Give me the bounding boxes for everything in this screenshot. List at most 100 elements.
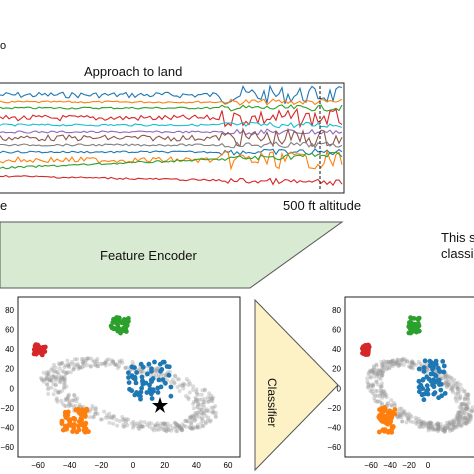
embedding-point — [426, 367, 431, 372]
embedding-class-point — [110, 325, 116, 331]
embedding-point — [168, 423, 173, 428]
embedding-point — [81, 359, 86, 364]
embedding-point — [114, 362, 118, 367]
embedding-point — [466, 401, 471, 406]
embedding-point — [462, 416, 467, 421]
embedding-point — [179, 427, 184, 431]
embedding-point — [73, 403, 78, 408]
embedding-point — [176, 424, 181, 429]
embedding-point — [411, 366, 415, 371]
embedding-point — [442, 426, 447, 431]
time-series-line — [0, 149, 343, 171]
embedding-point — [376, 399, 380, 404]
embedding-point — [68, 403, 73, 408]
embedding-point — [398, 412, 403, 417]
embedding-point — [57, 380, 62, 385]
embedding-point — [408, 364, 413, 369]
embedding-point — [464, 392, 468, 397]
embedding-point — [373, 388, 378, 393]
embedding-point — [191, 402, 196, 406]
embedding-point — [429, 425, 434, 430]
embedding-point — [427, 426, 432, 431]
embedding-point — [164, 425, 169, 430]
embedding-point — [385, 359, 390, 364]
embedding-point — [427, 420, 432, 425]
embedding-point — [194, 413, 199, 418]
embedding-point — [47, 378, 52, 383]
embedding-point — [189, 419, 194, 424]
embedding-class-point — [146, 361, 152, 367]
embedding-point — [75, 396, 80, 401]
embedding-point — [372, 367, 377, 372]
embedding-point — [62, 378, 67, 383]
embedding-point — [103, 415, 108, 420]
embedding-point — [388, 359, 393, 364]
embedding-point — [410, 363, 415, 368]
embedding-point — [464, 406, 469, 411]
embedding-point — [436, 427, 441, 432]
embedding-point — [62, 375, 67, 380]
embedding-point — [450, 422, 455, 427]
embedding-class-point — [438, 387, 444, 393]
embedding-point — [103, 360, 108, 365]
embedding-point — [183, 419, 188, 423]
embedding-class-point — [129, 364, 135, 370]
embedding-point — [375, 372, 380, 377]
embedding-point — [458, 382, 463, 387]
embedding-class-point — [149, 366, 154, 372]
embedding-point — [381, 388, 386, 393]
embedding-class-point — [67, 417, 73, 423]
embedding-point — [448, 428, 453, 433]
embedding-point — [124, 417, 129, 421]
embedding-point — [398, 358, 403, 362]
embedding-point — [385, 366, 390, 371]
embedding-point — [130, 425, 135, 430]
embedding-point — [399, 358, 404, 363]
time-series-line — [0, 121, 343, 129]
embedding-point — [409, 414, 414, 419]
embedding-point — [429, 421, 434, 426]
embedding-point — [172, 380, 177, 385]
embedding-point — [44, 376, 49, 381]
embedding-point — [389, 403, 393, 407]
embedding-point — [459, 386, 464, 391]
embedding-point — [410, 361, 415, 366]
embedding-point — [117, 360, 122, 365]
embedding-point — [49, 378, 54, 383]
embedding-point — [201, 411, 206, 416]
embedding-point — [162, 421, 167, 426]
embedding-point — [384, 393, 389, 397]
embedding-point — [457, 414, 462, 419]
embedding-point — [426, 424, 431, 429]
embedding-point — [195, 425, 200, 429]
embedding-point — [389, 360, 394, 364]
embedding-point — [459, 424, 464, 429]
embedding-point — [445, 382, 450, 387]
embedding-point — [457, 422, 461, 427]
embedding-class-point — [442, 391, 448, 396]
embedding-class-point — [440, 359, 446, 364]
embedding-point — [67, 365, 72, 369]
embedding-class-point — [441, 363, 447, 369]
embedding-point — [434, 422, 439, 427]
embedding-point — [381, 370, 386, 375]
embedding-point — [201, 402, 206, 407]
embedding-point — [186, 379, 191, 384]
embedding-point — [374, 371, 379, 375]
embedding-point — [173, 421, 178, 426]
embedding-point — [445, 374, 450, 379]
embedding-class-point — [413, 323, 419, 328]
embedding-point — [409, 365, 414, 370]
left-scatter-plot: 80 60 40 20 0 −20 −40 −60 −60 −40 −20 0 20 40 60 — [0, 296, 241, 470]
embedding-point — [177, 424, 182, 429]
embedding-point — [421, 419, 426, 424]
embedding-point — [211, 405, 216, 410]
embedding-point — [54, 396, 59, 401]
embedding-point — [113, 362, 118, 367]
embedding-point — [195, 425, 200, 430]
embedding-class-point — [163, 380, 168, 386]
embedding-point — [395, 357, 400, 362]
embedding-point — [125, 423, 130, 428]
embedding-point — [375, 373, 380, 378]
embedding-point — [177, 424, 182, 429]
